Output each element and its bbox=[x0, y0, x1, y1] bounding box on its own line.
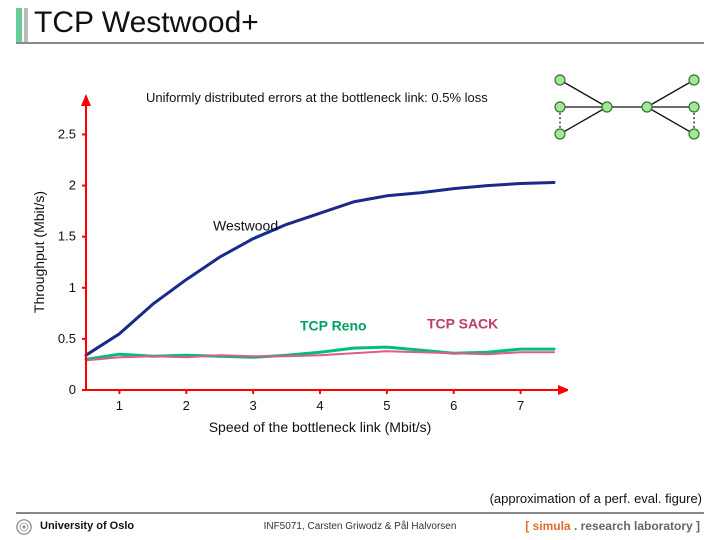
y-tick-label: 0 bbox=[69, 382, 76, 397]
y-tick-label: 1 bbox=[69, 280, 76, 295]
slide-root: TCP Westwood+ Uniformly distributed erro… bbox=[0, 0, 720, 540]
title-rule bbox=[16, 42, 704, 44]
approximation-note: (approximation of a perf. eval. figure) bbox=[490, 491, 702, 506]
footer-course: INF5071, Carsten Griwodz & Pål Halvorsen bbox=[264, 521, 457, 532]
y-tick-label: 2.5 bbox=[58, 126, 76, 141]
title-bar: TCP Westwood+ bbox=[0, 4, 720, 46]
title-accent-icon bbox=[16, 8, 22, 42]
footer-simula: [ simula . research laboratory ] bbox=[525, 519, 700, 533]
x-tick-label: 1 bbox=[116, 398, 123, 413]
throughput-chart: Uniformly distributed errors at the bott… bbox=[28, 80, 568, 450]
x-tick-label: 3 bbox=[250, 398, 257, 413]
network-diagram-icon bbox=[552, 72, 702, 142]
series-label: Westwood bbox=[213, 218, 278, 234]
x-tick-label: 7 bbox=[517, 398, 524, 413]
chart-svg: Uniformly distributed errors at the bott… bbox=[28, 80, 568, 450]
series-label: TCP SACK bbox=[427, 316, 498, 332]
footer-bar: University of Oslo INF5071, Carsten Griw… bbox=[16, 516, 704, 536]
footer-simula-text: . research laboratory ] bbox=[571, 519, 700, 533]
footer-simula-bracket: [ simula bbox=[525, 519, 570, 533]
title-accent2-icon bbox=[24, 8, 28, 42]
y-axis-label: Throughput (Mbit/s) bbox=[31, 191, 47, 313]
y-tick-label: 0.5 bbox=[58, 331, 76, 346]
series-label: TCP Reno bbox=[300, 318, 367, 334]
footer-rule bbox=[16, 512, 704, 514]
y-axis-arrow-icon bbox=[81, 94, 91, 106]
chart-subtitle: Uniformly distributed errors at the bott… bbox=[146, 90, 488, 105]
y-tick-label: 2 bbox=[69, 178, 76, 193]
x-tick-label: 2 bbox=[183, 398, 190, 413]
x-tick-label: 6 bbox=[450, 398, 457, 413]
page-title: TCP Westwood+ bbox=[34, 6, 259, 40]
x-axis-label: Speed of the bottleneck link (Mbit/s) bbox=[209, 419, 432, 435]
x-tick-label: 4 bbox=[316, 398, 323, 413]
x-tick-label: 5 bbox=[383, 398, 390, 413]
y-tick-label: 1.5 bbox=[58, 229, 76, 244]
footer-org: University of Oslo bbox=[40, 520, 134, 532]
x-axis-arrow-icon bbox=[558, 385, 568, 395]
